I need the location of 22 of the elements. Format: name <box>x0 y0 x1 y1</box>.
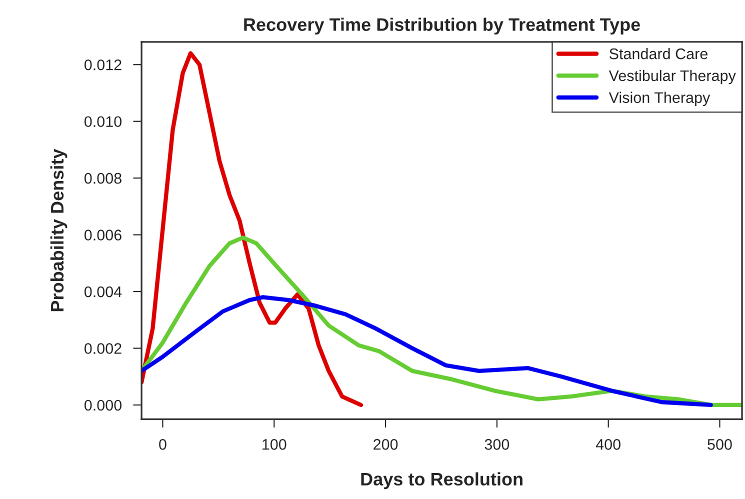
x-tick-label: 300 <box>484 439 510 450</box>
y-tick-label: 0.004 <box>84 286 122 298</box>
y-tick-label: 0.006 <box>84 230 122 240</box>
chart-title: Recovery Time Distribution by Treatment Type <box>244 18 640 35</box>
x-axis-title: Days to Resolution <box>361 472 522 490</box>
y-tick-label: 0.000 <box>84 400 122 411</box>
x-tick-label: 400 <box>596 439 620 450</box>
y-axis-title: Probability Density <box>50 148 68 312</box>
y-tick-label: 0.008 <box>84 172 122 184</box>
line-series <box>142 51 364 408</box>
x-tick-label: 200 <box>374 439 398 450</box>
line-series <box>142 295 713 408</box>
x-tick-label: 100 <box>262 439 286 450</box>
line-series <box>142 236 742 408</box>
y-tick-label: 0.012 <box>84 59 122 70</box>
legend-label: Standard Care <box>609 48 708 60</box>
legend-label: Vestibular Therapy <box>608 70 736 84</box>
x-tick-label: 500 <box>708 439 732 450</box>
y-tick-label: 0.010 <box>84 116 122 128</box>
y-tick-label: 0.002 <box>84 343 122 354</box>
legend-label: Vision Therapy <box>608 92 710 106</box>
x-tick-label: 0 <box>159 439 166 450</box>
